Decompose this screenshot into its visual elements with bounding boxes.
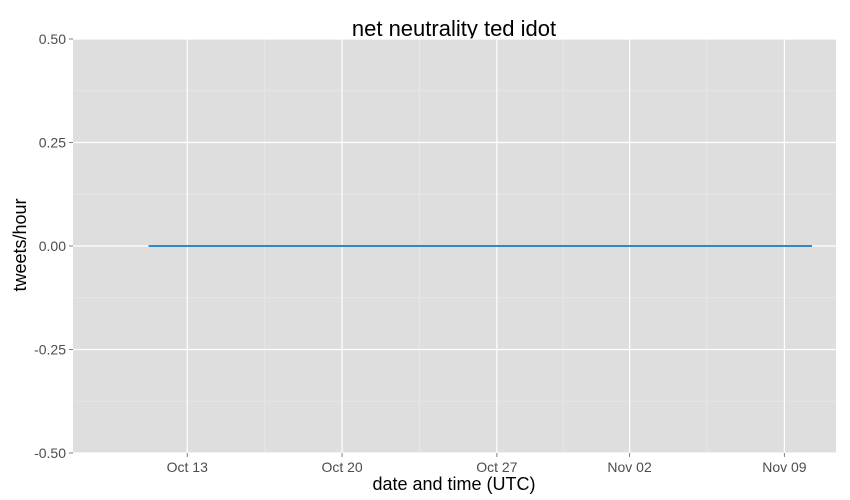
- y-tick-label: -0.50: [34, 445, 66, 461]
- chart-title: net neutrality ted idot: [352, 16, 556, 41]
- x-tick-label: Oct 20: [321, 459, 362, 475]
- x-tick-label: Nov 09: [762, 459, 807, 475]
- x-axis-title: date and time (UTC): [372, 474, 535, 494]
- y-tick-label: -0.25: [34, 342, 66, 358]
- y-axis-title: tweets/hour: [10, 198, 30, 291]
- y-tick-label: 0.00: [39, 238, 66, 254]
- y-axis: 0.50 0.25 0.00 -0.25 -0.50: [34, 31, 73, 461]
- x-tick-label: Nov 02: [607, 459, 652, 475]
- x-axis: Oct 13 Oct 20 Oct 27 Nov 02 Nov 09: [167, 453, 807, 475]
- x-tick-label: Oct 27: [476, 459, 517, 475]
- y-tick-label: 0.50: [39, 31, 66, 47]
- y-tick-label: 0.25: [39, 135, 66, 151]
- x-tick-label: Oct 13: [167, 459, 208, 475]
